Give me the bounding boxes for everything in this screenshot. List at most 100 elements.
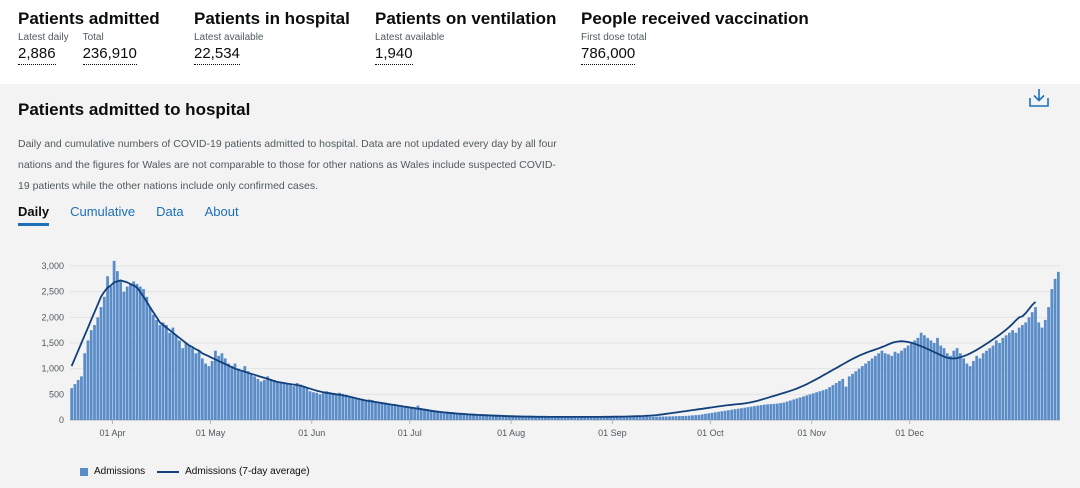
- admissions-bar: [174, 335, 178, 420]
- y-tick-label: 1,000: [41, 364, 64, 374]
- admissions-bar: [903, 348, 907, 420]
- admissions-bar: [282, 383, 286, 420]
- legend-line-swatch: [157, 470, 180, 473]
- x-tick-label: 01 Nov: [797, 428, 826, 438]
- admissions-bar: [468, 413, 472, 420]
- metric-label: First dose total: [581, 32, 647, 43]
- metric-value[interactable]: 786,000: [581, 44, 636, 65]
- admissions-bar: [694, 415, 698, 420]
- admissions-bar: [491, 414, 495, 420]
- admissions-bar: [687, 415, 691, 420]
- admissions-bar: [70, 388, 74, 420]
- headline-patients-in-hospital: Patients in hospital Latest available 22…: [194, 8, 350, 65]
- admissions-bar: [710, 412, 714, 420]
- admissions-bar: [955, 348, 959, 420]
- admissions-bar: [263, 379, 266, 420]
- admissions-bar: [596, 416, 600, 420]
- admissions-bar: [802, 396, 805, 420]
- admissions-bar: [289, 385, 292, 420]
- admissions-bar: [717, 411, 720, 420]
- admissions-bar: [413, 407, 417, 420]
- admissions-bar: [923, 335, 926, 420]
- metric-value[interactable]: 236,910: [82, 44, 137, 65]
- metric-value[interactable]: 22,534: [194, 44, 240, 65]
- admissions-bar: [762, 404, 766, 420]
- admissions-bar: [521, 415, 524, 420]
- admissions-bar: [570, 416, 573, 420]
- admissions-bar: [619, 416, 622, 420]
- admissions-bar: [439, 411, 443, 420]
- admissions-bar: [936, 337, 939, 420]
- admissions-bar: [331, 393, 335, 420]
- admissions-bar: [785, 401, 789, 420]
- admissions-bar: [671, 416, 675, 420]
- admissions-bar: [756, 405, 760, 420]
- admissions-bar: [808, 394, 812, 420]
- headline-summary: Patients admitted Latest daily 2,886 Tot…: [0, 0, 1080, 84]
- download-icon[interactable]: [1028, 86, 1050, 108]
- x-tick-label: 01 Apr: [99, 428, 125, 438]
- admissions-bar: [674, 416, 678, 420]
- admissions-bar: [658, 416, 662, 420]
- admissions-bar: [312, 392, 315, 420]
- admissions-bar: [292, 386, 296, 420]
- admissions-bar: [305, 388, 309, 420]
- tab-data[interactable]: Data: [156, 204, 184, 219]
- x-tick-label: 01 May: [196, 428, 226, 438]
- admissions-bar: [880, 350, 884, 420]
- admissions-bar: [527, 415, 531, 420]
- y-tick-label: 1,500: [41, 338, 64, 348]
- admissions-bar: [540, 416, 544, 420]
- admissions-bar: [828, 387, 832, 420]
- admissions-bar: [364, 401, 368, 420]
- admissions-bar: [1021, 325, 1024, 420]
- y-tick-label: 3,000: [41, 261, 64, 271]
- admissions-bar: [321, 393, 325, 420]
- admissions-bar: [831, 385, 835, 420]
- chart-legend: Admissions Admissions (7-day average): [80, 466, 310, 477]
- metric-value[interactable]: 1,940: [375, 44, 413, 65]
- admissions-bar: [135, 283, 139, 420]
- admissions-bar: [622, 416, 626, 420]
- admissions-bar: [867, 360, 871, 420]
- admissions-bar: [733, 409, 737, 420]
- admissions-bar: [449, 412, 453, 420]
- admissions-bar: [537, 415, 541, 420]
- admissions-bar: [334, 394, 338, 420]
- admissions-bar: [338, 392, 341, 420]
- admissions-bar: [1011, 330, 1015, 420]
- tab-cumulative[interactable]: Cumulative: [70, 204, 136, 219]
- admissions-bar: [811, 393, 815, 420]
- admissions-bar: [759, 405, 763, 420]
- admissions-bar: [233, 363, 237, 420]
- legend-label-average[interactable]: Admissions (7-day average): [185, 466, 310, 477]
- admissions-bar: [347, 396, 351, 420]
- metric-label: Latest daily: [18, 32, 69, 43]
- tab-about[interactable]: About: [204, 204, 239, 219]
- admissions-bar: [834, 383, 838, 420]
- admissions-bar: [730, 409, 734, 420]
- admissions-bar: [227, 363, 230, 420]
- admissions-bar: [308, 391, 312, 420]
- y-tick-label: 2,000: [41, 312, 64, 322]
- admissions-bar: [465, 413, 469, 420]
- admissions-bar: [1050, 289, 1054, 420]
- admissions-bar: [455, 412, 459, 420]
- card-description: Daily and cumulative numbers of COVID-19…: [18, 138, 557, 192]
- admissions-bar: [952, 350, 956, 420]
- tab-daily[interactable]: Daily: [18, 204, 50, 226]
- admissions-bar: [1027, 317, 1031, 420]
- admissions-bar: [328, 392, 332, 420]
- admissions-bar: [96, 317, 100, 420]
- admissions-bar: [890, 355, 894, 420]
- metric-value[interactable]: 2,886: [18, 44, 56, 65]
- admissions-bar: [129, 283, 132, 420]
- admissions-bar: [122, 291, 126, 420]
- admissions-bar: [210, 360, 214, 420]
- admissions-bar: [530, 415, 534, 420]
- admissions-bar: [645, 416, 649, 420]
- admissions-bar: [374, 401, 377, 420]
- legend-label-admissions[interactable]: Admissions: [94, 466, 146, 477]
- admissions-bar: [1024, 322, 1028, 420]
- admissions-bar: [615, 416, 619, 420]
